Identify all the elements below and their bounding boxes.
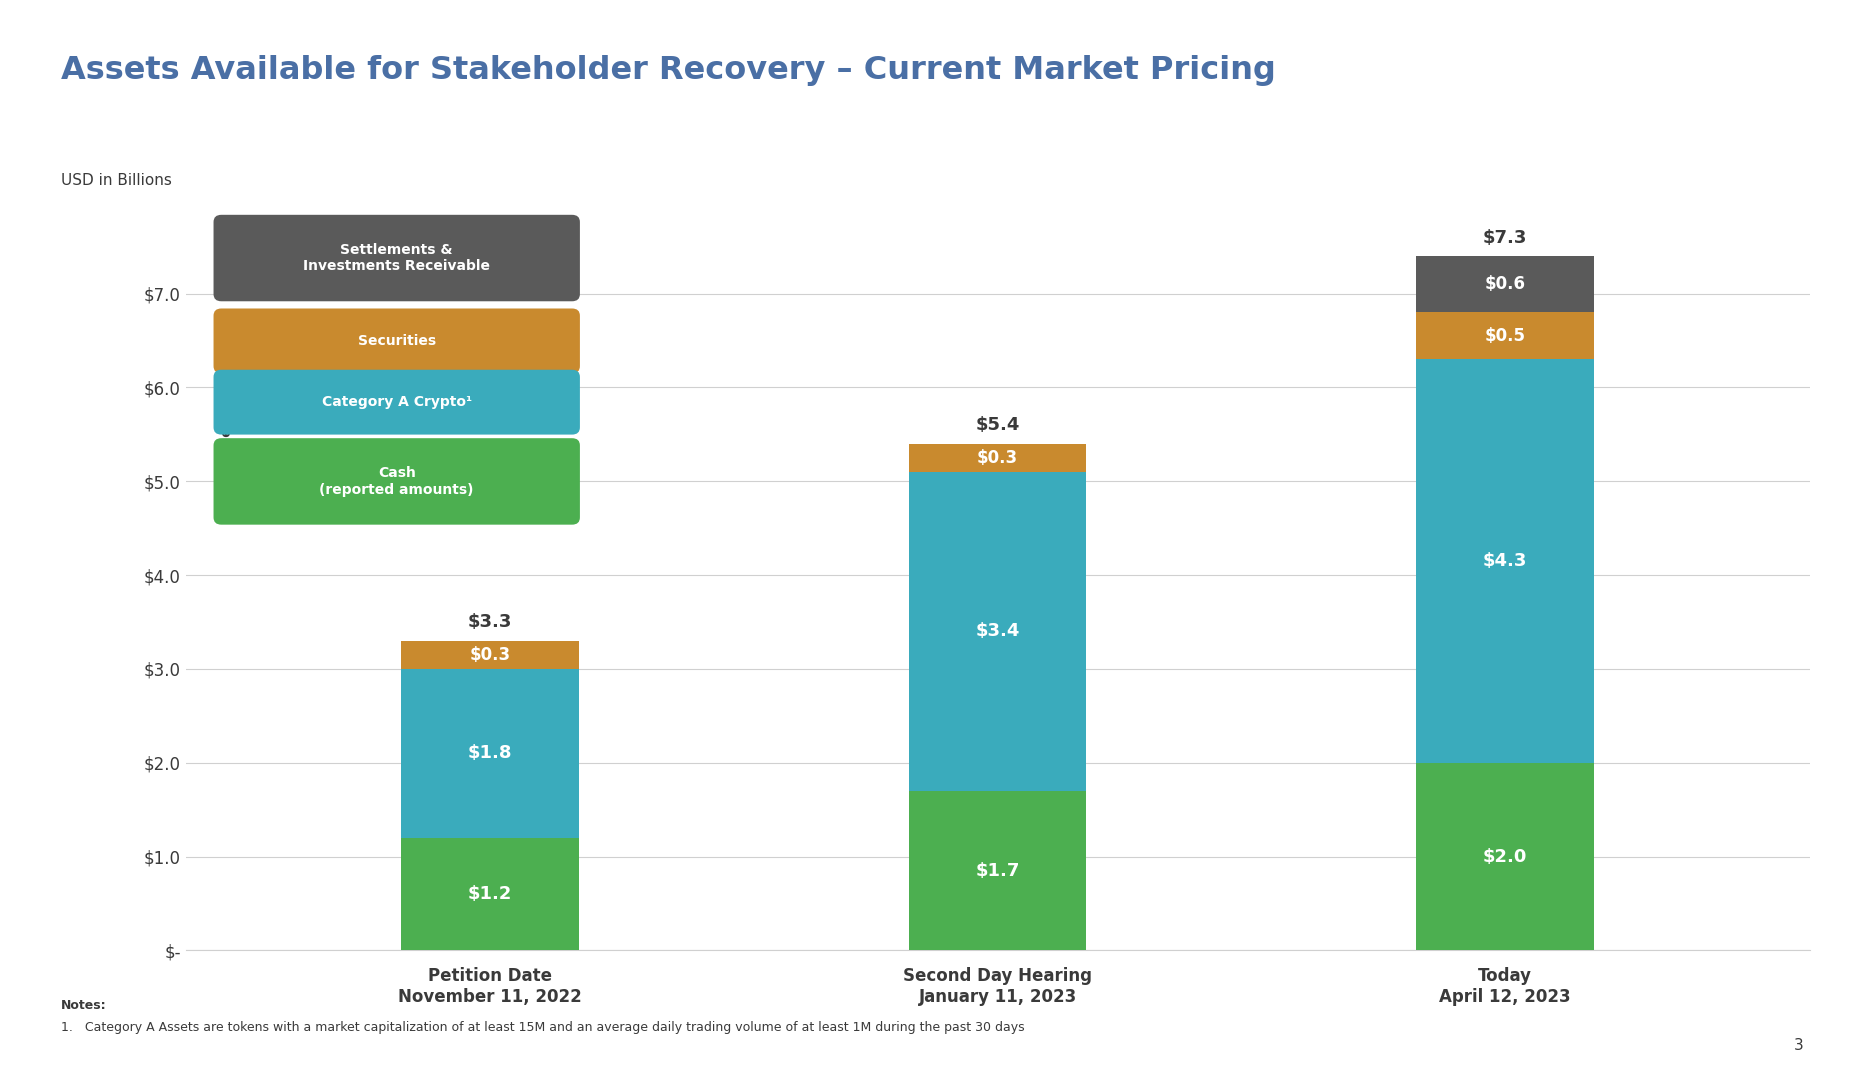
Text: 1.   Category A Assets are tokens with a market capitalization of at least 15M a: 1. Category A Assets are tokens with a m…	[61, 1021, 1024, 1034]
Bar	[1415, 762, 1593, 950]
Text: Legend: Legend	[219, 406, 234, 463]
Text: Assets Available for Stakeholder Recovery – Current Market Pricing: Assets Available for Stakeholder Recover…	[61, 55, 1276, 85]
Bar	[401, 640, 579, 669]
Bar	[1415, 360, 1593, 762]
Text: Notes:: Notes:	[61, 999, 108, 1012]
Text: USD in Billions: USD in Billions	[61, 173, 173, 188]
Text: $3.4: $3.4	[976, 622, 1018, 640]
Text: $3.3: $3.3	[467, 613, 512, 632]
Bar	[401, 669, 579, 838]
Text: 3: 3	[1794, 1038, 1803, 1053]
Bar	[909, 472, 1085, 791]
Bar	[1415, 312, 1593, 360]
Text: $2.0: $2.0	[1482, 848, 1527, 865]
Text: $7.3 billion in assets collected: $7.3 billion in assets collected	[781, 126, 1113, 146]
Text: $4.3: $4.3	[1482, 552, 1527, 570]
Bar	[909, 791, 1085, 950]
Text: $1.7: $1.7	[976, 862, 1018, 879]
Bar	[1415, 256, 1593, 312]
Text: $5.4: $5.4	[976, 417, 1018, 434]
Text: $1.8: $1.8	[467, 744, 512, 762]
Text: $0.5: $0.5	[1484, 327, 1525, 345]
Text: $0.3: $0.3	[976, 449, 1018, 467]
Text: $0.6: $0.6	[1484, 275, 1525, 294]
Text: $1.2: $1.2	[467, 886, 512, 903]
Bar	[909, 444, 1085, 472]
Bar	[401, 838, 579, 950]
Text: $7.3: $7.3	[1482, 229, 1527, 246]
Text: $0.3: $0.3	[469, 646, 510, 664]
